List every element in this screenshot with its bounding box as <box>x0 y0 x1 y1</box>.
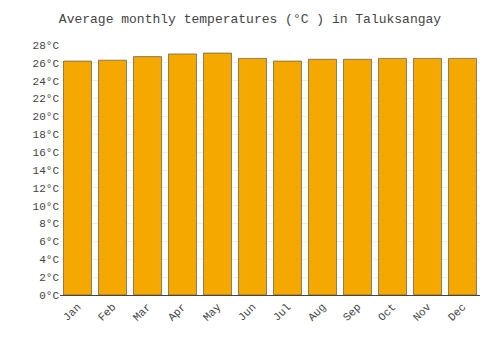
svg-text:May: May <box>201 301 224 324</box>
svg-text:Nov: Nov <box>411 301 434 324</box>
svg-text:Aug: Aug <box>306 301 328 323</box>
svg-text:20°C: 20°C <box>33 111 60 123</box>
svg-text:24°C: 24°C <box>33 76 60 88</box>
svg-text:Jan: Jan <box>61 301 83 323</box>
svg-text:10°C: 10°C <box>33 201 60 213</box>
svg-text:2°C: 2°C <box>39 272 59 284</box>
svg-text:4°C: 4°C <box>39 254 59 266</box>
svg-text:Jul: Jul <box>271 301 293 323</box>
svg-text:Feb: Feb <box>96 301 118 323</box>
svg-text:Apr: Apr <box>166 301 188 323</box>
svg-text:28°C: 28°C <box>33 40 60 52</box>
svg-text:Sep: Sep <box>341 301 363 323</box>
svg-text:8°C: 8°C <box>39 218 59 230</box>
svg-text:Oct: Oct <box>376 301 398 323</box>
svg-text:0°C: 0°C <box>39 290 59 302</box>
svg-text:Dec: Dec <box>446 301 468 323</box>
svg-text:Mar: Mar <box>131 301 153 323</box>
svg-text:6°C: 6°C <box>39 236 59 248</box>
svg-text:22°C: 22°C <box>33 93 60 105</box>
svg-text:Jun: Jun <box>236 301 258 323</box>
svg-text:Average monthly temperatures (: Average monthly temperatures (°C ) in Ta… <box>59 12 441 27</box>
svg-text:26°C: 26°C <box>33 58 60 70</box>
svg-text:16°C: 16°C <box>33 147 60 159</box>
svg-text:14°C: 14°C <box>33 165 60 177</box>
svg-text:12°C: 12°C <box>33 183 60 195</box>
svg-text:18°C: 18°C <box>33 129 60 141</box>
